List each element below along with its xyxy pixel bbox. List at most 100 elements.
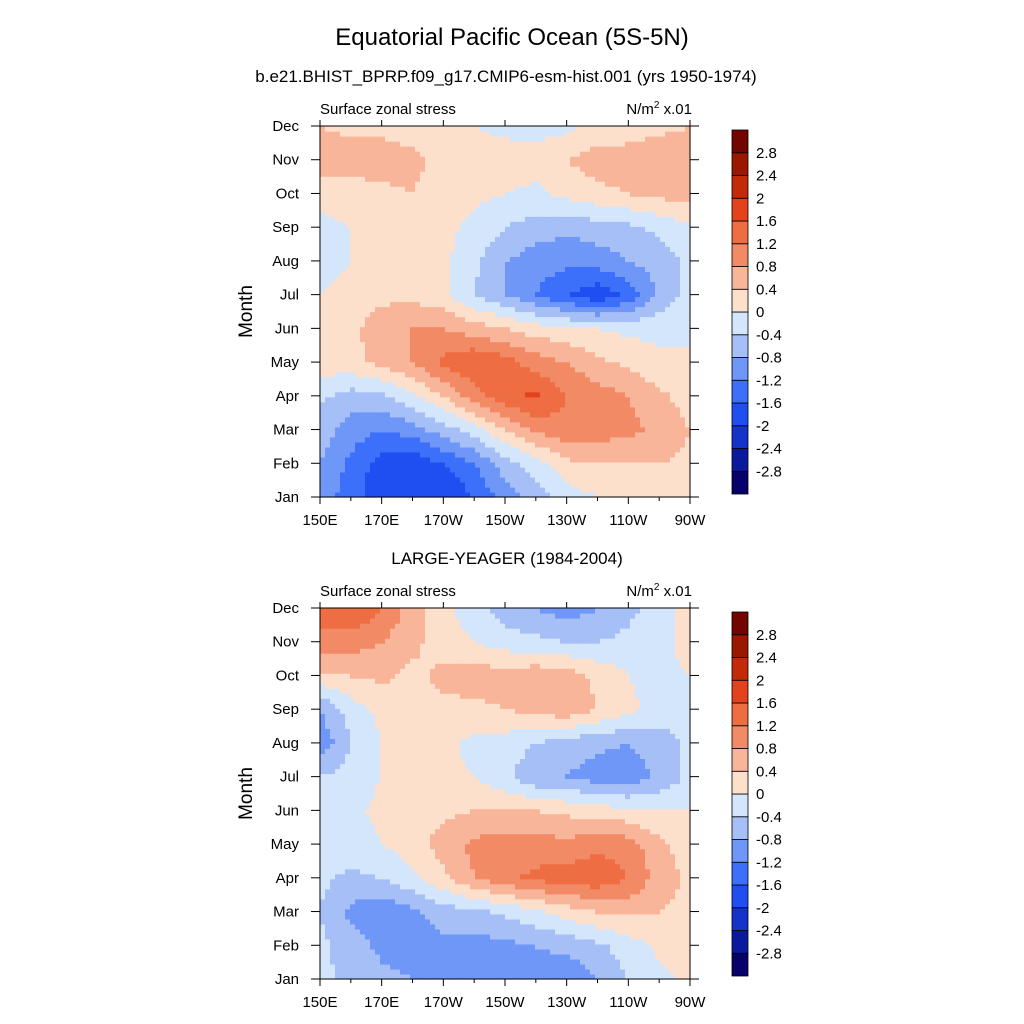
field-cell (415, 456, 421, 463)
field-cell (425, 316, 431, 323)
field-cell (405, 221, 411, 227)
field-cell (395, 396, 401, 403)
field-cell (445, 306, 451, 313)
field-cell (325, 161, 331, 167)
field-cell (555, 426, 561, 433)
field-cell (405, 476, 411, 483)
field-cell (395, 391, 401, 398)
field-cell (405, 471, 411, 478)
field-cell (380, 476, 386, 483)
field-cell (470, 451, 476, 458)
field-cell (550, 226, 556, 232)
field-cell (520, 161, 526, 167)
field-cell (385, 271, 391, 277)
field-cell (475, 176, 481, 182)
field-cell (510, 206, 516, 212)
field-cell (520, 211, 526, 217)
field-cell (500, 461, 506, 468)
field-cell (445, 421, 451, 428)
field-cell (650, 171, 656, 177)
field-cell (350, 346, 356, 353)
field-cell (550, 446, 556, 453)
field-cell (430, 266, 436, 272)
field-cell (580, 181, 586, 187)
field-cell (470, 241, 476, 247)
field-cell (465, 446, 471, 453)
field-cell (340, 476, 346, 483)
field-cell (650, 166, 656, 172)
field-cell (370, 491, 376, 498)
field-cell (350, 451, 356, 458)
field-cell (555, 321, 561, 328)
field-cell (605, 381, 611, 388)
field-cell (525, 221, 531, 227)
field-cell (365, 201, 371, 207)
field-cell (580, 246, 586, 252)
field-cell (400, 411, 406, 418)
field-cell (520, 381, 526, 388)
field-cell (520, 356, 526, 363)
field-cell (505, 411, 511, 418)
field-cell (625, 301, 631, 308)
field-cell (320, 341, 326, 348)
field-cell (655, 411, 661, 418)
field-cell (335, 326, 341, 333)
field-cell (535, 446, 541, 453)
field-cell (435, 256, 441, 262)
field-cell (350, 181, 356, 187)
field-cell (615, 371, 621, 378)
field-cell (405, 306, 411, 313)
field-cell (410, 186, 416, 192)
field-cell (480, 166, 486, 172)
field-cell (335, 251, 341, 257)
field-cell (505, 441, 511, 448)
field-cell (540, 336, 546, 343)
field-cell (585, 401, 591, 408)
field-cell (595, 221, 601, 227)
field-cell (365, 396, 371, 403)
field-cell (595, 461, 601, 468)
field-cell (640, 421, 646, 428)
field-cell (450, 186, 456, 192)
field-cell (605, 476, 611, 483)
field-cell (385, 201, 391, 207)
field-cell (620, 326, 626, 333)
field-cell (665, 281, 671, 288)
field-cell (550, 456, 556, 463)
field-cell (500, 321, 506, 328)
field-cell (620, 391, 626, 398)
field-cell (550, 451, 556, 458)
field-cell (545, 456, 551, 463)
field-cell (655, 276, 661, 283)
field-cell (590, 421, 596, 428)
field-cell (375, 251, 381, 257)
field-cell (355, 451, 361, 458)
field-cell (625, 341, 631, 348)
field-cell (425, 196, 431, 202)
field-cell (560, 351, 566, 358)
field-cell (420, 426, 426, 433)
field-cell (620, 216, 626, 222)
field-cell (580, 206, 586, 212)
field-cell (510, 436, 516, 443)
field-cell (645, 216, 651, 222)
field-cell (470, 481, 476, 488)
field-cell (615, 216, 621, 222)
field-cell (420, 181, 426, 187)
field-cell (505, 386, 511, 393)
field-cell (485, 321, 491, 328)
field-cell (505, 196, 511, 202)
field-cell (520, 221, 526, 227)
field-cell (640, 471, 646, 478)
field-cell (660, 291, 666, 298)
field-cell (325, 226, 331, 232)
field-cell (370, 311, 376, 318)
field-cell (335, 191, 341, 197)
field-cell (560, 171, 566, 177)
field-cell (615, 221, 621, 227)
field-cell (455, 171, 461, 177)
field-cell (375, 306, 381, 313)
field-cell (580, 401, 586, 408)
field-cell (685, 246, 691, 252)
field-cell (480, 326, 486, 333)
